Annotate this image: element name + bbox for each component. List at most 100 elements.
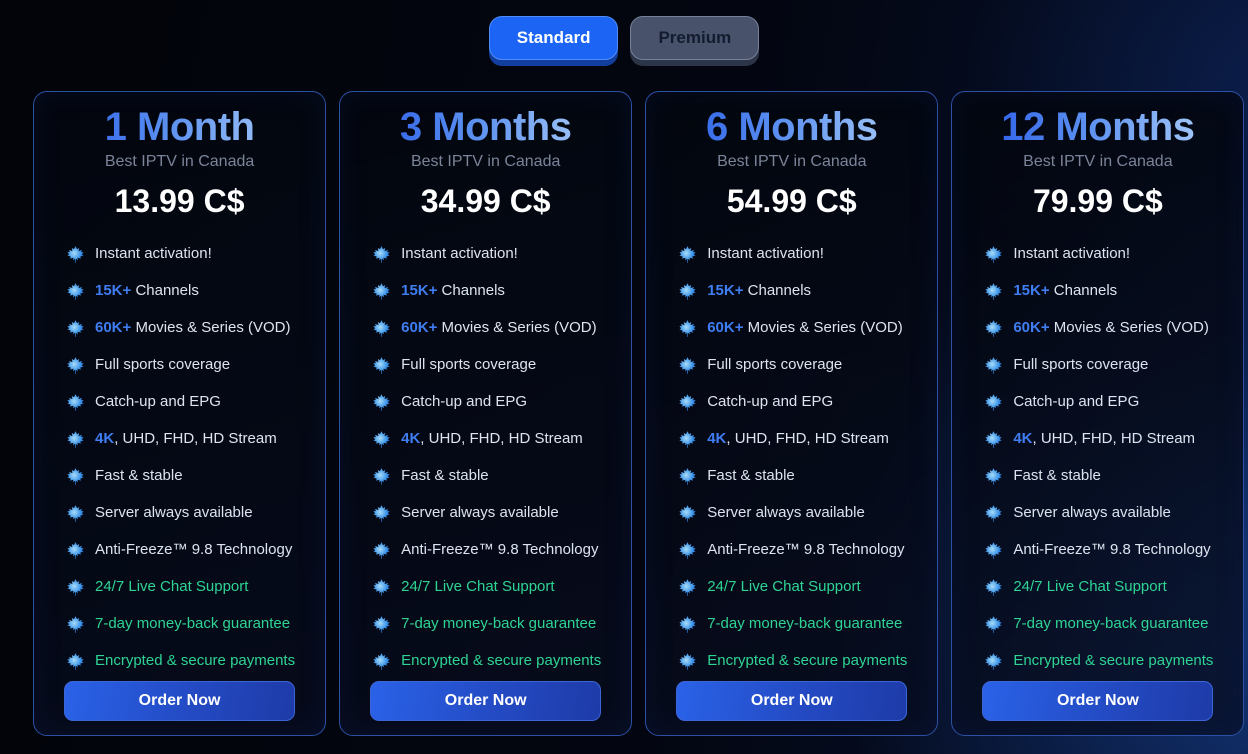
feature-text: Anti-Freeze™ 9.8 Technology: [1013, 542, 1210, 558]
feature-text: 24/7 Live Chat Support: [1013, 579, 1166, 595]
plan-price: 13.99 C$: [114, 183, 245, 220]
feature-label: 24/7 Live Chat Support: [1013, 578, 1167, 596]
feature-label: 24/7 Live Chat Support: [401, 578, 555, 596]
feature-item: Anti-Freeze™ 9.8 Technology: [67, 542, 295, 559]
feature-label: , UHD, FHD, HD Stream: [114, 430, 277, 448]
order-now-button[interactable]: Order Now: [370, 680, 602, 721]
feature-label: , UHD, FHD, HD Stream: [1032, 430, 1196, 448]
feature-text: 15K+ Channels: [95, 283, 199, 299]
plan-title: 12 Months: [982, 104, 1213, 150]
feature-highlight: 60K+: [95, 319, 132, 337]
feature-item: Fast & stable: [679, 468, 907, 485]
feature-item: 7-day money-back guarantee: [373, 616, 601, 633]
feature-text: Anti-Freeze™ 9.8 Technology: [707, 542, 904, 558]
premium-tab[interactable]: Premium: [630, 16, 760, 60]
maple-leaf-icon: [67, 504, 84, 522]
maple-leaf-icon: [67, 541, 84, 559]
maple-leaf-icon: [679, 356, 696, 374]
feature-text: 4K, UHD, FHD, HD Stream: [95, 431, 277, 447]
plan-subtitle: Best IPTV in Canada: [410, 152, 561, 170]
feature-text: 60K+ Movies & Series (VOD): [707, 320, 902, 336]
feature-text: Instant activation!: [1013, 246, 1130, 262]
feature-item: 15K+ Channels: [679, 283, 907, 300]
plan-subtitle: Best IPTV in Canada: [104, 152, 255, 170]
feature-text: 7-day money-back guarantee: [1013, 616, 1208, 632]
maple-leaf-icon: [373, 393, 390, 411]
feature-label: Full sports coverage: [707, 356, 843, 374]
maple-leaf-icon: [373, 319, 390, 337]
feature-item: 15K+ Channels: [985, 283, 1213, 300]
feature-label: Catch-up and EPG: [401, 393, 528, 411]
maple-leaf-icon: [985, 578, 1002, 596]
feature-label: Channels: [437, 282, 505, 300]
order-now-button[interactable]: Order Now: [64, 680, 296, 721]
feature-item: Fast & stable: [985, 468, 1213, 485]
feature-item: 60K+ Movies & Series (VOD): [373, 320, 601, 337]
feature-highlight: 60K+: [1013, 319, 1050, 337]
feature-text: Instant activation!: [401, 246, 518, 262]
order-now-button[interactable]: Order Now: [982, 680, 1214, 721]
feature-label: Full sports coverage: [401, 356, 537, 374]
feature-text: 7-day money-back guarantee: [707, 616, 902, 632]
maple-leaf-icon: [985, 504, 1002, 522]
standard-tab[interactable]: Standard: [488, 16, 619, 60]
feature-item: 4K, UHD, FHD, HD Stream: [679, 431, 907, 448]
pricing-card: 3 Months Best IPTV in Canada 34.99 C$ In…: [339, 90, 633, 736]
feature-item: Anti-Freeze™ 9.8 Technology: [373, 542, 601, 559]
feature-label: 7-day money-back guarantee: [1013, 615, 1209, 633]
feature-item: 24/7 Live Chat Support: [985, 579, 1213, 596]
feature-item: Full sports coverage: [67, 357, 295, 374]
feature-item: Catch-up and EPG: [67, 394, 295, 411]
feature-label: Server always available: [1013, 504, 1171, 522]
feature-highlight: 60K+: [707, 319, 744, 337]
feature-item: 7-day money-back guarantee: [67, 616, 295, 633]
feature-text: 4K, UHD, FHD, HD Stream: [401, 431, 583, 447]
pricing-cards: 1 Month Best IPTV in Canada 13.99 C$ Ins…: [0, 90, 1248, 736]
feature-item: 24/7 Live Chat Support: [67, 579, 295, 596]
feature-item: 15K+ Channels: [373, 283, 601, 300]
feature-text: Server always available: [401, 505, 559, 521]
feature-label: Full sports coverage: [95, 356, 231, 374]
feature-label: Movies & Series (VOD): [437, 319, 597, 337]
plan-subtitle: Best IPTV in Canada: [1023, 152, 1173, 170]
feature-list: Instant activation! 15K+ Channels: [370, 246, 601, 670]
feature-label: 7-day money-back guarantee: [95, 615, 291, 633]
pricing-card: 12 Months Best IPTV in Canada 79.99 C$ I…: [951, 90, 1245, 736]
feature-item: Full sports coverage: [985, 357, 1213, 374]
feature-item: Anti-Freeze™ 9.8 Technology: [985, 542, 1213, 559]
feature-text: 15K+ Channels: [707, 283, 811, 299]
feature-highlight: 4K: [95, 430, 115, 448]
feature-item: 60K+ Movies & Series (VOD): [679, 320, 907, 337]
feature-text: Instant activation!: [707, 246, 824, 262]
feature-text: Encrypted & secure payments: [1013, 653, 1213, 669]
feature-label: , UHD, FHD, HD Stream: [726, 430, 889, 448]
plan-title: 1 Month: [64, 104, 295, 150]
order-now-button[interactable]: Order Now: [676, 680, 908, 721]
feature-label: Encrypted & secure payments: [401, 652, 602, 670]
feature-item: Server always available: [373, 505, 601, 522]
maple-leaf-icon: [985, 245, 1002, 263]
maple-leaf-icon: [985, 430, 1002, 448]
feature-text: Server always available: [95, 505, 253, 521]
maple-leaf-icon: [985, 541, 1002, 559]
feature-item: Encrypted & secure payments: [373, 653, 601, 670]
feature-text: 24/7 Live Chat Support: [707, 579, 860, 595]
maple-leaf-icon: [679, 319, 696, 337]
feature-item: Full sports coverage: [679, 357, 907, 374]
feature-label: Movies & Series (VOD): [1049, 319, 1209, 337]
maple-leaf-icon: [67, 578, 84, 596]
feature-text: 60K+ Movies & Series (VOD): [1013, 320, 1208, 336]
feature-text: 15K+ Channels: [1013, 283, 1117, 299]
maple-leaf-icon: [985, 652, 1002, 670]
feature-text: Anti-Freeze™ 9.8 Technology: [95, 542, 292, 558]
maple-leaf-icon: [679, 652, 696, 670]
feature-label: Server always available: [707, 504, 865, 522]
feature-item: 24/7 Live Chat Support: [373, 579, 601, 596]
feature-item: 4K, UHD, FHD, HD Stream: [985, 431, 1213, 448]
maple-leaf-icon: [373, 356, 390, 374]
feature-item: Fast & stable: [373, 468, 601, 485]
pricing-card: 6 Months Best IPTV in Canada 54.99 C$ In…: [645, 90, 939, 736]
maple-leaf-icon: [679, 393, 696, 411]
maple-leaf-icon: [373, 652, 390, 670]
feature-item: Instant activation!: [373, 246, 601, 263]
